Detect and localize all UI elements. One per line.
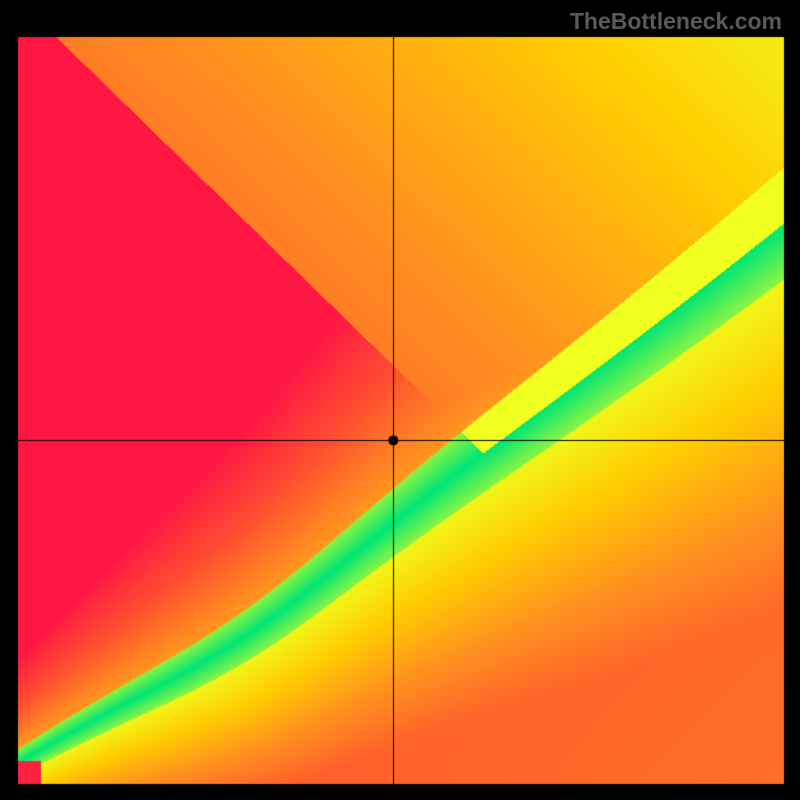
chart-container: TheBottleneck.com bbox=[0, 0, 800, 800]
watermark-text: TheBottleneck.com bbox=[570, 8, 782, 35]
heatmap-canvas bbox=[0, 0, 800, 800]
